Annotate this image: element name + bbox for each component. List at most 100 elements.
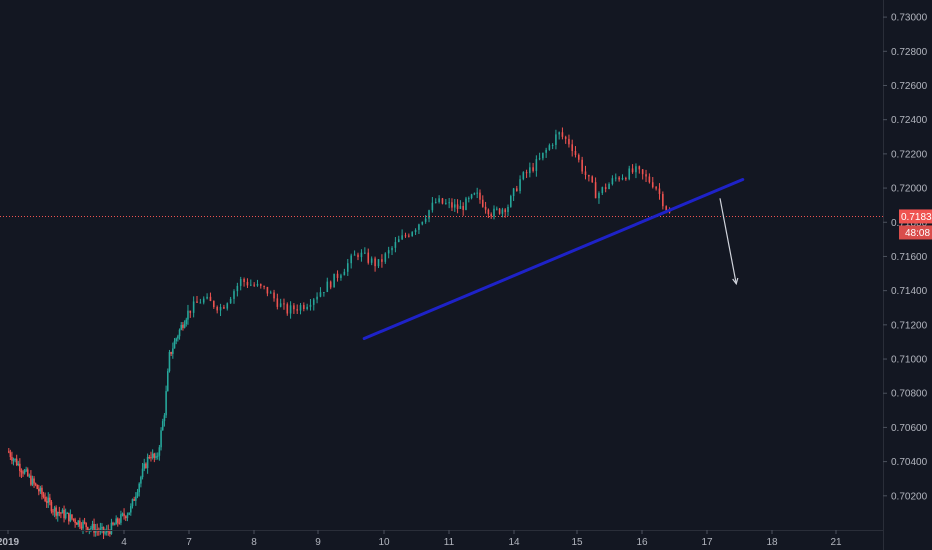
candle-body	[479, 192, 481, 200]
time-tick-label: 4	[121, 537, 127, 548]
candle-body	[343, 271, 346, 276]
candle-body	[631, 168, 634, 173]
candle-body	[126, 514, 129, 519]
candle-body	[136, 492, 139, 497]
candle-body	[353, 254, 356, 256]
projection-arrow-head	[732, 277, 739, 286]
candle-body	[568, 138, 570, 145]
candle-body	[456, 204, 459, 209]
candle-body	[384, 253, 387, 262]
candle-body	[124, 516, 127, 519]
price-tick-label: 0.70400	[891, 457, 928, 468]
price-tick-label: 0.71400	[891, 286, 928, 297]
candle-body	[160, 430, 162, 448]
candle-body	[187, 310, 189, 320]
candle-body	[53, 507, 56, 512]
candle-body	[153, 453, 156, 458]
candle-body	[143, 463, 146, 469]
candle-body	[17, 463, 20, 466]
candle-body	[614, 177, 617, 179]
candle-body	[25, 469, 27, 471]
candle-body	[529, 167, 531, 174]
candle-body	[441, 198, 444, 204]
price-tick-label: 0.72600	[891, 81, 928, 92]
candle-body	[23, 470, 26, 474]
candle-body	[266, 286, 269, 294]
candle-body	[256, 284, 259, 286]
time-tick-label: 14	[508, 537, 520, 548]
candle-body	[283, 303, 285, 305]
candle-body	[428, 210, 430, 219]
candle-body	[598, 193, 600, 199]
candle-body	[340, 275, 342, 278]
candle-body	[93, 523, 95, 533]
candle-body	[424, 218, 427, 222]
candle-body	[55, 507, 57, 516]
candle-body	[69, 514, 72, 522]
candle-body	[239, 279, 242, 286]
candle-body	[44, 496, 46, 502]
candle-body	[299, 305, 302, 311]
candle-body	[129, 506, 132, 513]
candle-body	[138, 483, 141, 493]
time-tick-label: 21	[830, 537, 842, 548]
projection-arrow[interactable]	[719, 198, 737, 284]
candle-body	[155, 456, 157, 458]
countdown-badge	[899, 225, 932, 240]
candle-body	[581, 159, 583, 172]
candle-body	[662, 193, 664, 207]
candle-body	[177, 336, 179, 339]
candle-body	[166, 371, 169, 392]
candle-body	[116, 518, 119, 523]
trendline[interactable]	[362, 178, 745, 341]
candle-body	[658, 188, 661, 194]
candle-body	[504, 209, 507, 213]
candle-body	[86, 527, 89, 531]
candle-body	[438, 198, 440, 203]
candle-body	[473, 193, 476, 195]
candle-body	[273, 292, 275, 299]
candle-body	[542, 152, 544, 159]
candle-body	[601, 187, 604, 194]
candle-body	[594, 182, 597, 199]
candle-body	[377, 259, 380, 267]
candle-body	[571, 144, 574, 152]
candle-body	[113, 524, 116, 526]
candle-body	[621, 178, 624, 180]
candle-body	[316, 296, 318, 300]
candle-body	[453, 204, 456, 208]
candle-body	[156, 455, 159, 457]
candle-body	[625, 178, 627, 180]
candle-body	[289, 305, 292, 314]
candle-body	[434, 202, 437, 204]
candle-body	[250, 284, 252, 286]
candle-body	[470, 194, 473, 199]
candle-body	[481, 199, 484, 207]
candle-body	[33, 478, 35, 484]
candle-body	[319, 292, 322, 297]
candle-body	[522, 172, 525, 180]
candle-body	[88, 528, 91, 531]
candle-body	[651, 182, 654, 188]
candle-body	[628, 168, 631, 180]
candle-body	[246, 281, 249, 286]
candle-body	[618, 177, 620, 180]
candle-body	[448, 202, 450, 204]
candle-body	[561, 132, 564, 137]
candle-body	[545, 149, 547, 153]
candle-body	[635, 166, 637, 173]
candle-body	[512, 188, 515, 197]
price-tick-label: 0.71600	[891, 252, 928, 263]
candle-body	[525, 172, 528, 174]
candle-body	[484, 206, 487, 210]
candle-body	[104, 532, 106, 534]
candle-body	[641, 169, 644, 175]
candle-body	[91, 523, 94, 529]
candle-body	[50, 501, 53, 512]
candle-body	[648, 176, 651, 183]
candle-body	[60, 512, 62, 514]
